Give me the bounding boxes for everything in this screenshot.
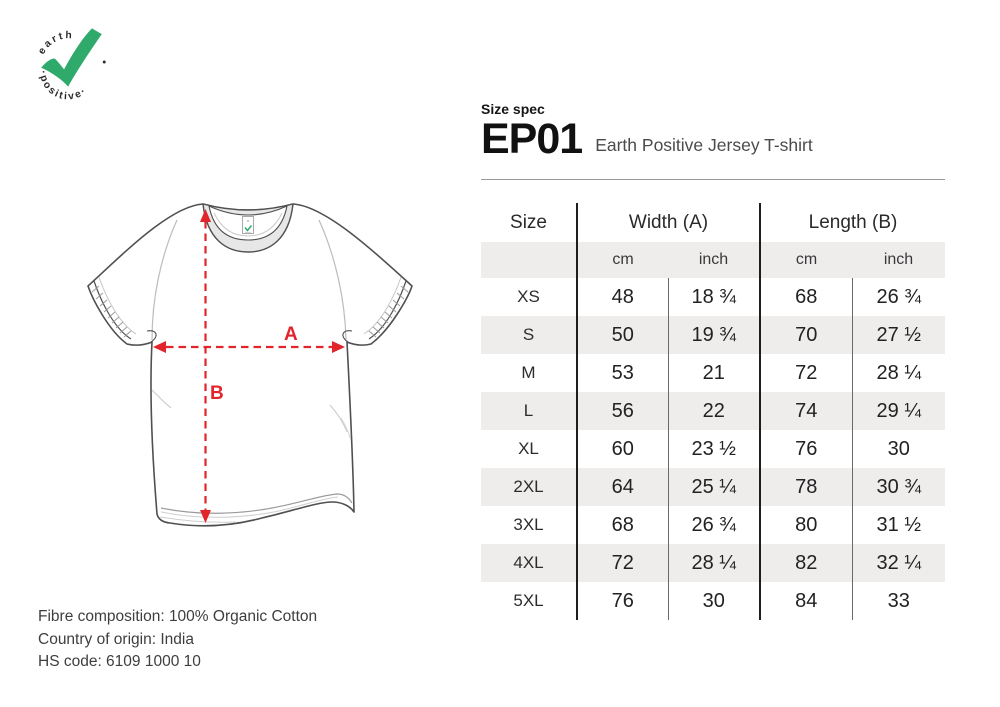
cell-width-inch: 30 <box>667 582 760 620</box>
cell-width-cm: 56 <box>576 392 668 430</box>
cell-length-cm: 84 <box>759 582 852 620</box>
cell-width-cm: 53 <box>576 354 668 392</box>
width-arrowhead-left <box>153 341 166 353</box>
product-info: Fibre composition: 100% Organic Cotton C… <box>38 606 317 674</box>
tshirt-diagram: A B <box>87 203 413 527</box>
cell-width-inch: 28 ¼ <box>667 544 760 582</box>
cell-size: 4XL <box>513 553 544 572</box>
cell-size: 3XL <box>513 515 544 534</box>
col-header-length: Length (B) <box>758 203 946 242</box>
cell-length-inch: 30 <box>851 430 946 468</box>
green-check-icon <box>41 28 102 87</box>
tshirt-collar <box>202 203 294 253</box>
table-group-header-row: Size Width (A) Length (B) <box>481 203 946 242</box>
cell-length-inch: 31 ½ <box>851 506 946 544</box>
table-row-3XL: 3XL 68 26 ¾ 80 31 ½ <box>481 506 946 544</box>
cell-width-inch: 19 ¾ <box>667 316 760 354</box>
cell-length-cm: 80 <box>759 506 852 544</box>
width-label: A <box>284 324 298 345</box>
cell-length-cm: 72 <box>759 354 852 392</box>
cell-width-cm: 76 <box>576 582 668 620</box>
col-header-width: Width (A) <box>576 203 760 242</box>
length-arrowhead-bottom <box>200 510 211 523</box>
width-arrowhead-right <box>332 341 345 353</box>
col-header-size: Size <box>510 211 547 233</box>
table-row-XL: XL 60 23 ½ 76 30 <box>481 430 946 468</box>
cell-width-inch: 18 ¾ <box>667 278 760 316</box>
cell-width-inch: 22 <box>667 392 760 430</box>
cell-size: 5XL <box>513 591 544 610</box>
cell-width-inch: 25 ¼ <box>667 468 760 506</box>
cell-length-inch: 33 <box>851 582 946 620</box>
cell-length-inch: 32 ¼ <box>851 544 946 582</box>
cell-width-cm: 50 <box>576 316 668 354</box>
size-table: Size Width (A) Length (B) cm inch cm inc… <box>481 203 946 620</box>
table-row-2XL: 2XL 64 25 ¼ 78 30 ¾ <box>481 468 946 506</box>
fibre-composition: Fibre composition: 100% Organic Cotton <box>38 608 318 625</box>
length-label: B <box>210 383 224 404</box>
table-row-XS: XS 48 18 ¾ 68 26 ¾ <box>481 278 946 316</box>
logo-top-text: earth <box>36 30 71 56</box>
table-row-S: S 50 19 ¾ 70 27 ½ <box>481 316 946 354</box>
cell-length-inch: 26 ¾ <box>851 278 946 316</box>
cell-length-inch: 27 ½ <box>851 316 946 354</box>
table-row-4XL: 4XL 72 28 ¼ 82 32 ¼ <box>481 544 946 582</box>
cell-length-cm: 78 <box>759 468 852 506</box>
unit-length-cm: cm <box>759 242 852 278</box>
logo-right-dot <box>102 60 106 64</box>
cell-length-cm: 82 <box>759 544 852 582</box>
cell-width-inch: 21 <box>667 354 760 392</box>
cell-width-cm: 48 <box>576 278 668 316</box>
product-code: EP01 <box>481 115 583 163</box>
cell-length-cm: 70 <box>759 316 852 354</box>
unit-width-cm: cm <box>576 242 668 278</box>
table-units-row: cm inch cm inch <box>481 242 946 278</box>
cell-length-inch: 28 ¼ <box>851 354 946 392</box>
cell-width-inch: 23 ½ <box>667 430 760 468</box>
neck-tag <box>242 216 254 234</box>
svg-text:earth: earth <box>36 30 74 56</box>
unit-width-inch: inch <box>698 251 729 268</box>
unit-length-inch: inch <box>883 251 914 268</box>
earth-positive-logo: earth ·positive· <box>36 28 106 103</box>
table-row-M: M 53 21 72 28 ¼ <box>481 354 946 392</box>
table-row-5XL: 5XL 76 30 84 33 <box>481 582 946 620</box>
units-spacer <box>481 242 577 278</box>
hs-code: HS code: 6109 1000 10 <box>38 653 201 670</box>
product-name: Earth Positive Jersey T-shirt <box>595 135 813 155</box>
cell-width-cm: 64 <box>576 468 668 506</box>
cell-length-cm: 74 <box>759 392 852 430</box>
size-spec-eyebrow: Size spec <box>481 101 545 117</box>
cell-length-cm: 68 <box>759 278 852 316</box>
length-arrowhead-top <box>200 209 211 222</box>
tshirt-outline <box>87 203 413 527</box>
cell-length-inch: 30 ¾ <box>851 468 946 506</box>
spec-header: Size spec EP01 Earth Positive Jersey T-s… <box>481 101 813 161</box>
cell-size: XL <box>518 439 539 458</box>
cell-width-cm: 60 <box>576 430 668 468</box>
cell-width-inch: 26 ¾ <box>667 506 760 544</box>
table-row-L: L 56 22 74 29 ¼ <box>481 392 946 430</box>
header-divider <box>481 179 945 181</box>
cell-width-cm: 72 <box>576 544 668 582</box>
cell-size: L <box>523 401 534 420</box>
country-of-origin: Country of origin: India <box>38 630 194 648</box>
cell-size: S <box>522 325 535 344</box>
cell-size: XS <box>517 287 540 306</box>
cell-size: 2XL <box>513 477 544 496</box>
cell-length-inch: 29 ¼ <box>851 392 946 430</box>
dimension-arrows <box>153 209 345 523</box>
cell-size: M <box>521 363 536 382</box>
cell-width-cm: 68 <box>576 506 668 544</box>
cell-length-cm: 76 <box>759 430 852 468</box>
